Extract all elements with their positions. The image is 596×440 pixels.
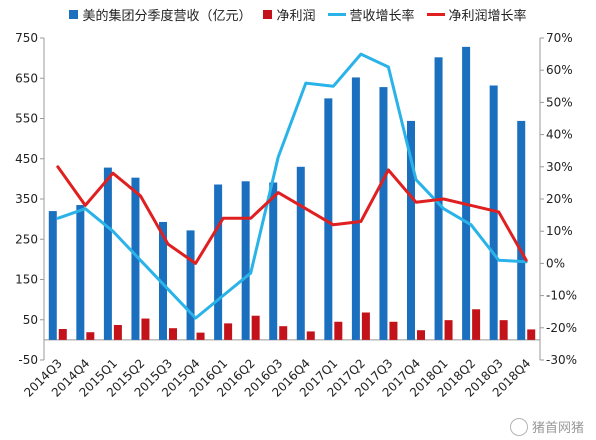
revenue-bar [517, 120, 526, 340]
revenue-bar [241, 181, 250, 340]
legend-label-revenue-growth: 营收增长率 [349, 8, 415, 24]
revenue-bar [351, 77, 360, 340]
revenue-bar [131, 177, 140, 340]
left-tick-label: 350 [15, 192, 38, 206]
legend-item-revenue-growth: 营收增长率 [327, 5, 415, 24]
revenue-bar [159, 221, 167, 340]
left-tick-label: 50 [23, 313, 38, 327]
legend-swatch-profit [263, 9, 273, 19]
profit-bar [499, 320, 508, 340]
profit-bar [224, 323, 233, 340]
legend-item-revenue: 美的集团分季度营收（亿元） [69, 5, 251, 24]
revenue-bar [48, 211, 57, 340]
legend-label-profit: 净利润 [276, 8, 316, 24]
revenue-growth-line [56, 52, 528, 320]
profit-bar [527, 329, 536, 340]
profit-bar [141, 318, 150, 340]
revenue-bar [407, 120, 415, 340]
profit-bar [306, 331, 315, 340]
revenue-bar [379, 87, 388, 340]
revenue-bar [489, 85, 498, 340]
revenue-bar [269, 182, 278, 340]
watermark-text: 猪首网猪 [531, 421, 584, 436]
left-tick-label: 750 [15, 31, 38, 45]
left-tick-label: 150 [15, 273, 38, 287]
right-tick-label: 30% [546, 160, 573, 174]
profit-bar [86, 332, 95, 340]
legend-swatch-profit-growth [426, 12, 445, 16]
revenue-bar [462, 46, 471, 340]
left-tick-label: 250 [15, 232, 38, 246]
right-tick-label: 60% [546, 63, 573, 77]
profit-bar [169, 328, 177, 340]
revenue-bar [103, 167, 112, 340]
watermark: 猪首网猪 [509, 417, 584, 436]
revenue-bar [76, 205, 85, 340]
right-tick-label: -30% [546, 353, 577, 367]
right-tick-label: 50% [546, 95, 573, 109]
profit-growth-line [56, 165, 528, 265]
left-tick-label: 550 [15, 112, 38, 126]
right-tick-label: 70% [546, 31, 573, 45]
revenue-bar [214, 184, 223, 340]
profit-bar [417, 330, 425, 340]
profit-bar [444, 320, 453, 340]
left-tick-label: -50 [18, 353, 38, 367]
profit-bar [58, 329, 67, 340]
legend-swatch-revenue-growth [327, 12, 346, 16]
right-tick-label: 20% [546, 192, 573, 206]
profit-bar [279, 326, 288, 340]
profit-bar [113, 324, 122, 340]
legend-item-profit: 净利润 [263, 5, 316, 24]
profit-bar [472, 309, 481, 340]
profit-bar [334, 321, 343, 340]
left-tick-label: 650 [15, 71, 38, 85]
chart-legend: 美的集团分季度营收（亿元） 净利润 营收增长率 净利润增长率 [0, 3, 596, 25]
watermark-logo-icon [509, 417, 528, 436]
profit-bar [361, 312, 370, 340]
legend-label-revenue: 美的集团分季度营收（亿元） [82, 8, 252, 24]
right-tick-label: 0% [546, 256, 565, 270]
profit-bar [251, 315, 260, 340]
profit-bar [196, 332, 205, 340]
right-tick-label: -10% [546, 289, 577, 303]
legend-swatch-revenue [69, 9, 79, 19]
profit-bar [389, 321, 398, 340]
revenue-bar [324, 98, 333, 340]
right-tick-label: 10% [546, 224, 573, 238]
legend-item-profit-growth: 净利润增长率 [426, 5, 527, 24]
revenue-bar [296, 166, 305, 340]
left-tick-label: 450 [15, 152, 38, 166]
legend-label-profit-growth: 净利润增长率 [448, 8, 527, 24]
revenue-bar [186, 230, 195, 340]
right-tick-label: 40% [546, 128, 573, 142]
right-tick-label: -20% [546, 321, 577, 335]
